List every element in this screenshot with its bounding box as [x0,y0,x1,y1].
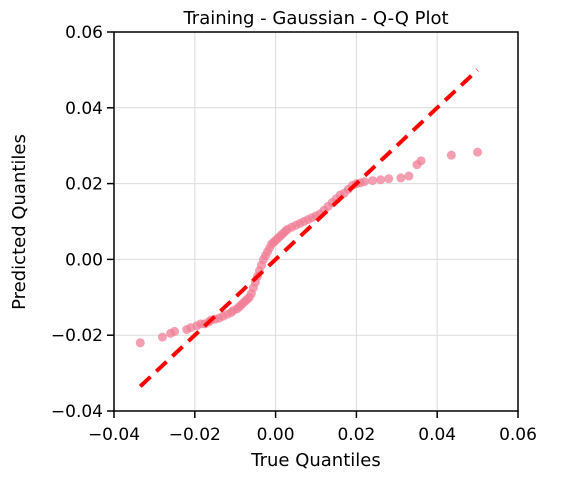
y-tick-label: 0.06 [65,23,103,43]
y-tick-label: −0.04 [51,402,103,422]
chart-title: Training - Gaussian - Q-Q Plot [182,8,448,29]
data-point [473,147,483,157]
data-point [404,171,414,181]
plot-frame [113,31,519,412]
data-point [368,176,378,186]
x-tick-label: −0.04 [88,425,140,445]
y-tick-label: 0.02 [65,175,103,195]
y-tick-label: 0.00 [65,250,103,270]
x-tick-label: 0.00 [257,425,295,445]
data-point [170,326,180,336]
x-tick-label: 0.02 [337,425,375,445]
data-point [416,156,426,166]
y-tick-label: 0.04 [65,99,103,119]
x-tick-label: 0.04 [418,425,456,445]
data-point [376,175,386,185]
y-axis-ticks: −0.04 −0.02 0.00 0.02 0.04 0.06 [51,23,114,422]
data-point [135,338,145,348]
data-point [446,150,456,160]
data-point [384,174,394,184]
x-axis-ticks: −0.04 −0.02 0.00 0.02 0.04 0.06 [88,411,537,445]
x-tick-label: −0.02 [169,425,221,445]
y-tick-label: −0.02 [51,326,103,346]
data-point [396,173,406,183]
y-axis-label: Predicted Quantiles [9,134,30,310]
data-point [359,177,369,187]
data-points [135,147,483,348]
data-point [157,332,167,342]
x-axis-label: True Quantiles [250,450,380,471]
reference-line [138,68,479,388]
x-tick-label: 0.06 [499,425,537,445]
